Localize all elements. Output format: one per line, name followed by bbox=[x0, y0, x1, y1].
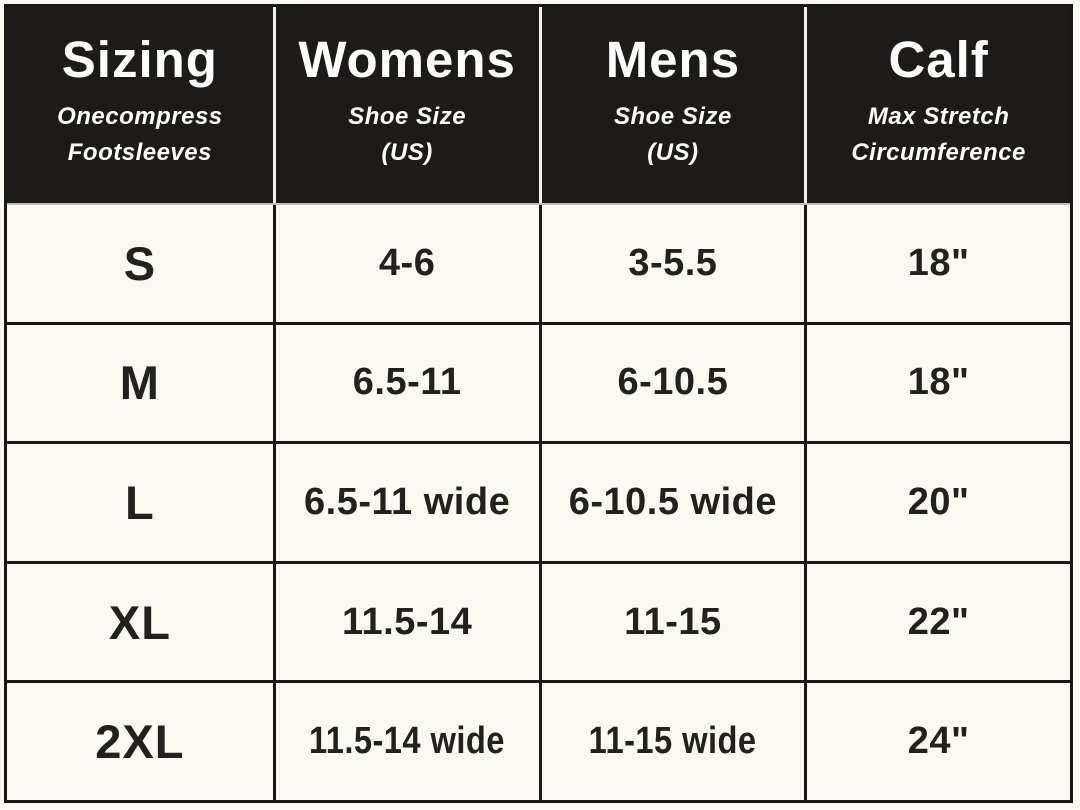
header-cell-calf: Calf Max Stretch Circumference bbox=[804, 7, 1070, 203]
cell-size: L bbox=[7, 444, 273, 561]
cell-mens: 11-15 wide bbox=[538, 683, 805, 800]
column-title-sizing: Sizing bbox=[61, 30, 218, 88]
cell-womens: 6.5-11 wide bbox=[272, 444, 539, 561]
cell-calf: 20" bbox=[804, 444, 1070, 561]
size-label: S bbox=[123, 236, 157, 290]
header-cell-sizing: Sizing Onecompress Footsleeves bbox=[7, 7, 273, 203]
mens-value: 11-15 bbox=[624, 600, 722, 643]
womens-value: 4-6 bbox=[378, 241, 436, 284]
cell-calf: 18" bbox=[804, 324, 1070, 442]
column-subtitle-womens: Shoe Size (US) bbox=[348, 103, 467, 167]
column-title-calf: Calf bbox=[888, 30, 989, 88]
cell-mens: 11-15 bbox=[538, 563, 805, 681]
womens-value: 11.5-14 bbox=[341, 600, 473, 643]
size-label: XL bbox=[108, 595, 171, 649]
cell-mens: 3-5.5 bbox=[538, 205, 805, 322]
calf-value: 24" bbox=[907, 720, 970, 763]
table-row-2xl: 2XL 11.5-14 wide 11-15 wide 24" bbox=[7, 680, 1070, 800]
calf-value: 20" bbox=[907, 480, 970, 523]
header-cell-mens: Mens Shoe Size (US) bbox=[538, 7, 805, 203]
mens-value: 3-5.5 bbox=[628, 241, 718, 284]
cell-mens: 6-10.5 bbox=[538, 324, 805, 442]
cell-size: S bbox=[7, 205, 273, 322]
size-label: M bbox=[119, 356, 160, 410]
womens-value: 6.5-11 wide bbox=[304, 480, 511, 523]
calf-value: 18" bbox=[907, 361, 970, 404]
cell-size: 2XL bbox=[7, 683, 273, 800]
cell-womens: 6.5-11 bbox=[272, 324, 539, 442]
cell-womens: 11.5-14 wide bbox=[272, 683, 539, 800]
table-row-xl: XL 11.5-14 11-15 22" bbox=[7, 560, 1070, 681]
cell-calf: 24" bbox=[804, 683, 1070, 800]
header-cell-womens: Womens Shoe Size (US) bbox=[272, 7, 539, 203]
cell-mens: 6-10.5 wide bbox=[538, 444, 805, 561]
size-label: 2XL bbox=[95, 715, 185, 769]
sizing-chart-table: Sizing Onecompress Footsleeves Womens Sh… bbox=[4, 4, 1073, 803]
calf-value: 22" bbox=[907, 600, 970, 643]
table-row-l: L 6.5-11 wide 6-10.5 wide 20" bbox=[7, 441, 1070, 561]
column-subtitle-mens: Shoe Size (US) bbox=[613, 103, 732, 167]
size-label: L bbox=[125, 475, 155, 529]
mens-value: 6-10.5 bbox=[617, 361, 729, 404]
table-row-m: M 6.5-11 6-10.5 18" bbox=[7, 321, 1070, 442]
table-row-s: S 4-6 3-5.5 18" bbox=[7, 205, 1070, 322]
cell-womens: 4-6 bbox=[272, 205, 539, 322]
column-subtitle-calf: Max Stretch Circumference bbox=[851, 103, 1026, 167]
womens-value: 6.5-11 bbox=[352, 361, 462, 404]
cell-size: XL bbox=[7, 564, 273, 681]
column-title-womens: Womens bbox=[298, 30, 516, 88]
table-header-row: Sizing Onecompress Footsleeves Womens Sh… bbox=[7, 7, 1070, 205]
column-title-mens: Mens bbox=[605, 30, 741, 88]
cell-size: M bbox=[7, 325, 273, 442]
calf-value: 18" bbox=[907, 241, 970, 284]
table-body: S 4-6 3-5.5 18" M 6.5-11 6-10.5 18" L 6.… bbox=[7, 205, 1070, 800]
cell-calf: 18" bbox=[804, 205, 1070, 322]
column-subtitle-sizing: Onecompress Footsleeves bbox=[57, 103, 223, 167]
mens-value: 11-15 wide bbox=[588, 720, 757, 763]
cell-womens: 11.5-14 bbox=[272, 563, 539, 681]
mens-value: 6-10.5 wide bbox=[568, 480, 777, 523]
womens-value: 11.5-14 wide bbox=[309, 720, 506, 763]
cell-calf: 22" bbox=[804, 563, 1070, 681]
